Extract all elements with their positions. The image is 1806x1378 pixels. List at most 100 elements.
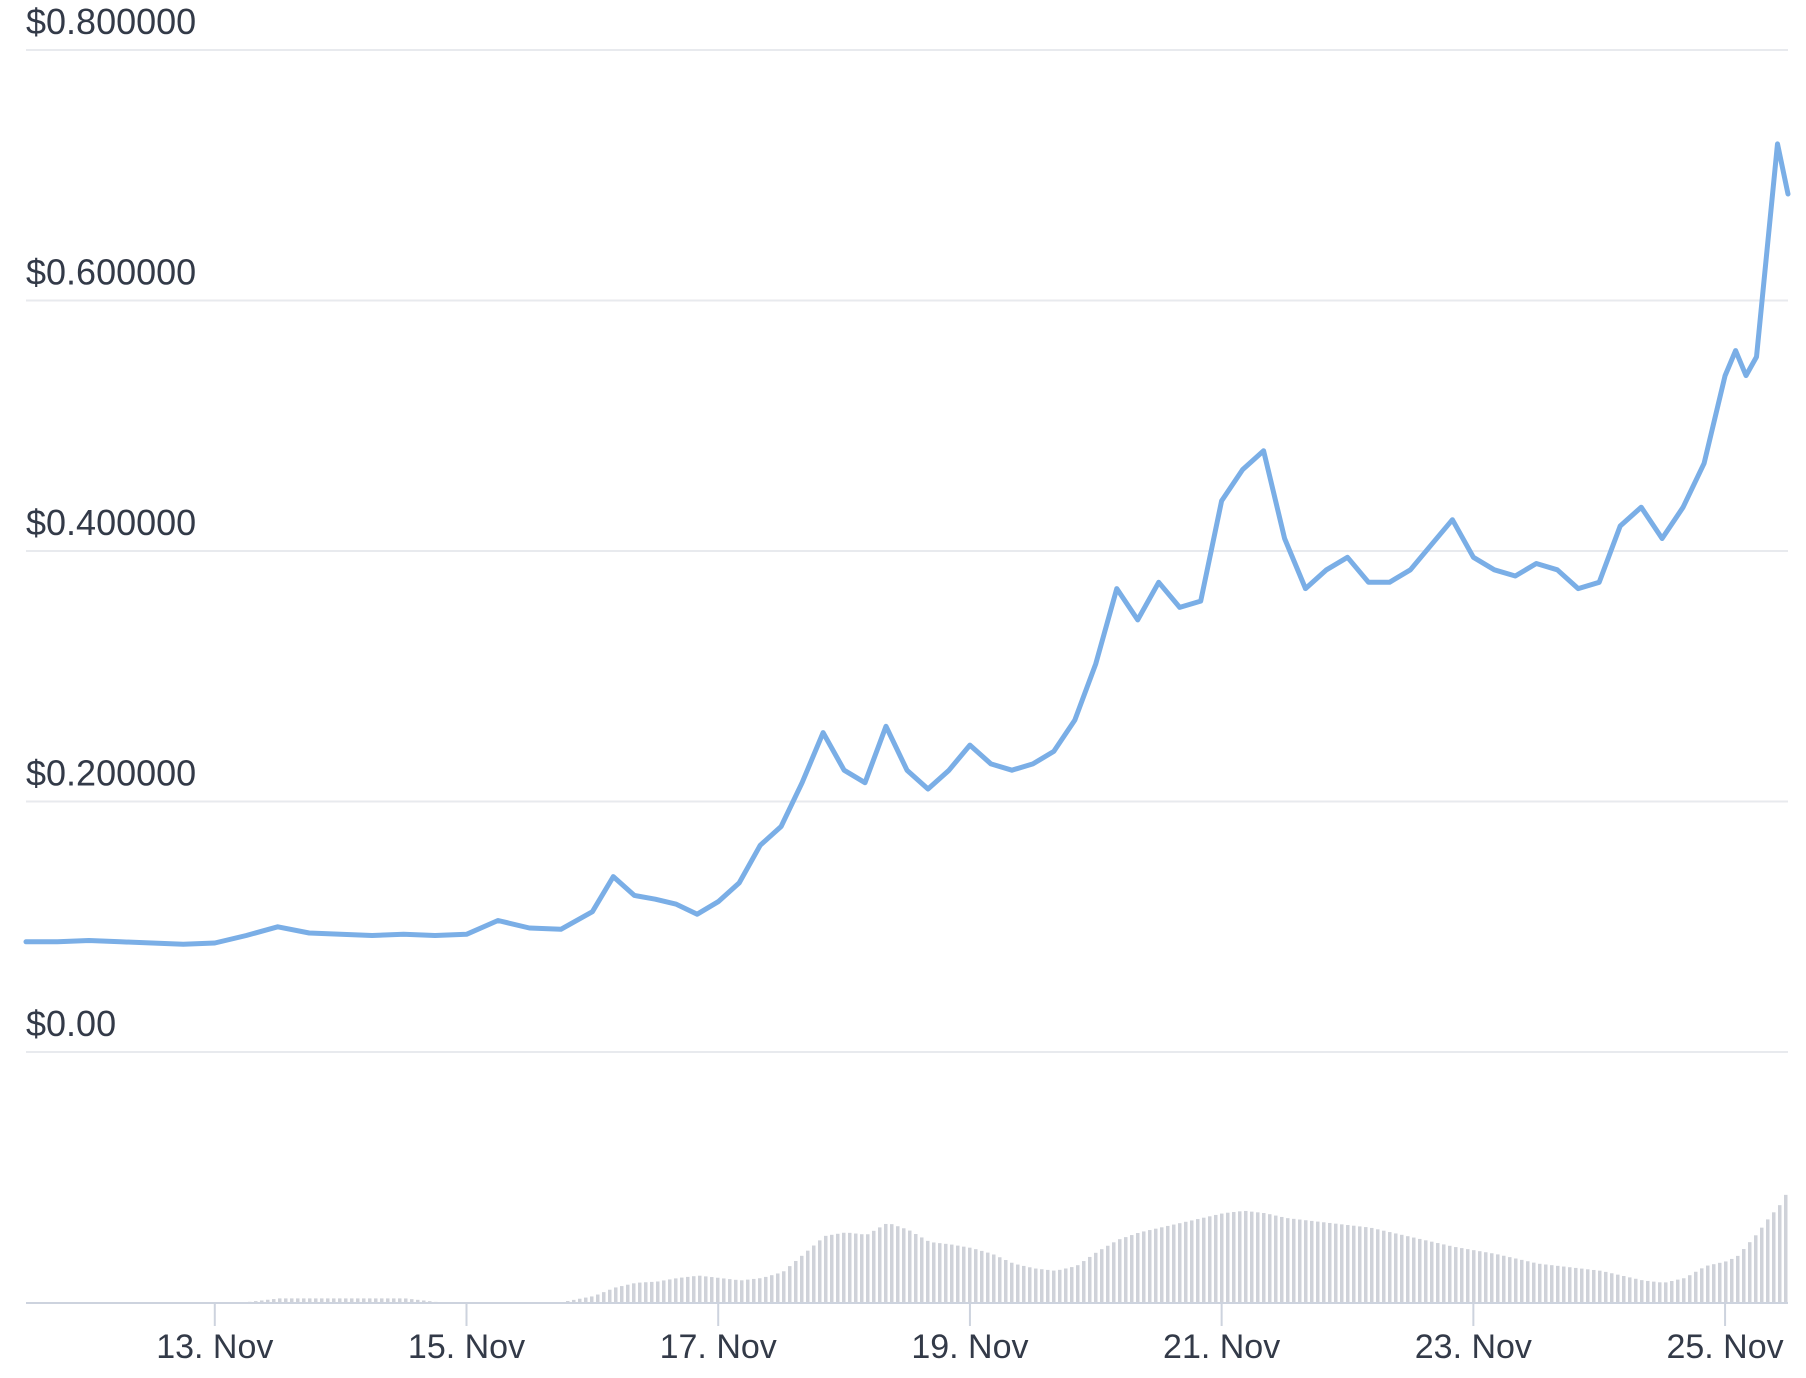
volume-bar — [974, 1249, 978, 1302]
volume-bar — [1460, 1248, 1464, 1302]
volume-bar — [884, 1223, 888, 1302]
volume-bar — [338, 1298, 342, 1302]
volume-bar — [1442, 1244, 1446, 1302]
volume-bar — [938, 1243, 942, 1302]
volume-bar — [1646, 1280, 1650, 1302]
volume-bar — [1346, 1225, 1350, 1302]
volume-bar — [1178, 1223, 1182, 1302]
volume-bar — [1064, 1268, 1068, 1302]
volume-bar — [1634, 1278, 1638, 1302]
volume-bar — [758, 1278, 762, 1302]
volume-bar — [1472, 1250, 1476, 1302]
volume-bar — [944, 1243, 948, 1302]
volume-bar — [776, 1273, 780, 1302]
volume-bar — [1262, 1213, 1266, 1302]
volume-bar — [1112, 1242, 1116, 1302]
volume-bar — [1466, 1249, 1470, 1302]
volume-bar — [1760, 1227, 1764, 1302]
volume-bar — [698, 1275, 702, 1302]
volume-bar — [1082, 1261, 1086, 1302]
volume-bar — [284, 1298, 288, 1302]
gridlines — [26, 49, 1788, 1053]
y-axis-labels: $0.00 $0.200000 $0.400000 $0.600000 $0.80000… — [26, 1, 196, 1044]
volume-bar — [1682, 1278, 1686, 1302]
volume-bar — [1502, 1255, 1506, 1302]
volume-bar — [674, 1278, 678, 1302]
volume-bar — [584, 1297, 588, 1302]
volume-bar — [818, 1240, 822, 1302]
volume-bar — [296, 1298, 300, 1302]
volume-bar — [686, 1276, 690, 1302]
volume-bar — [386, 1298, 390, 1302]
volume-bar — [398, 1298, 402, 1302]
x-tick-label: 25. Nov — [1666, 1328, 1783, 1366]
volume-bar — [914, 1234, 918, 1302]
volume-bar — [878, 1227, 882, 1302]
y-tick-label: $0.200000 — [26, 753, 196, 794]
volume-bar — [1496, 1254, 1500, 1302]
volume-bar — [356, 1298, 360, 1302]
volume-bar — [1184, 1221, 1188, 1302]
volume-bar — [908, 1230, 912, 1302]
volume-bar — [1538, 1263, 1542, 1302]
volume-bar — [650, 1281, 654, 1302]
volume-bar — [1298, 1219, 1302, 1302]
volume-bar — [1562, 1266, 1566, 1302]
volume-bar — [308, 1298, 312, 1302]
volume-bar — [1124, 1237, 1128, 1302]
volume-bars — [248, 1194, 1788, 1302]
volume-bar — [1226, 1212, 1230, 1302]
volume-bar — [1610, 1273, 1614, 1302]
volume-bar — [1022, 1265, 1026, 1302]
volume-bar — [1478, 1251, 1482, 1302]
volume-bar — [746, 1279, 750, 1302]
volume-bar — [872, 1230, 876, 1302]
volume-bar — [1076, 1265, 1080, 1302]
volume-bar — [902, 1228, 906, 1302]
x-tick-label: 19. Nov — [911, 1328, 1028, 1366]
volume-bar — [1718, 1262, 1722, 1302]
volume-bar — [992, 1254, 996, 1302]
volume-bar — [1712, 1264, 1716, 1302]
volume-bar — [830, 1234, 834, 1302]
volume-bar — [1070, 1267, 1074, 1302]
volume-bar — [302, 1298, 306, 1302]
volume-bar — [344, 1298, 348, 1302]
volume-bar — [1628, 1277, 1632, 1302]
volume-bar — [962, 1246, 966, 1302]
volume-bar — [926, 1240, 930, 1302]
volume-bar — [1730, 1258, 1734, 1302]
volume-bar — [656, 1281, 660, 1302]
volume-bar — [1352, 1225, 1356, 1302]
volume-bar — [1172, 1224, 1176, 1302]
volume-bar — [1304, 1220, 1308, 1302]
volume-bar — [866, 1234, 870, 1302]
volume-bar — [1094, 1252, 1098, 1302]
volume-bar — [374, 1298, 378, 1302]
volume-bar — [1418, 1238, 1422, 1302]
volume-bar — [980, 1250, 984, 1302]
volume-bar — [350, 1298, 354, 1302]
volume-bar — [1328, 1222, 1332, 1302]
volume-bar — [1088, 1256, 1092, 1302]
volume-bar — [1676, 1279, 1680, 1302]
volume-bar — [1316, 1221, 1320, 1302]
volume-bar — [1310, 1220, 1314, 1302]
volume-bar — [890, 1224, 894, 1302]
volume-bar — [1364, 1227, 1368, 1302]
volume-bar — [380, 1298, 384, 1302]
volume-bar — [416, 1299, 420, 1302]
volume-bar — [626, 1284, 630, 1302]
volume-bar — [1268, 1214, 1272, 1302]
volume-bar — [1010, 1262, 1014, 1302]
volume-bar — [1772, 1212, 1776, 1302]
volume-bar — [1166, 1225, 1170, 1302]
volume-bar — [854, 1233, 858, 1302]
volume-bar — [950, 1244, 954, 1302]
volume-bar — [260, 1300, 264, 1302]
volume-bar — [1742, 1249, 1746, 1302]
volume-bar — [1334, 1223, 1338, 1302]
volume-bar — [842, 1232, 846, 1302]
volume-bar — [1520, 1259, 1524, 1302]
